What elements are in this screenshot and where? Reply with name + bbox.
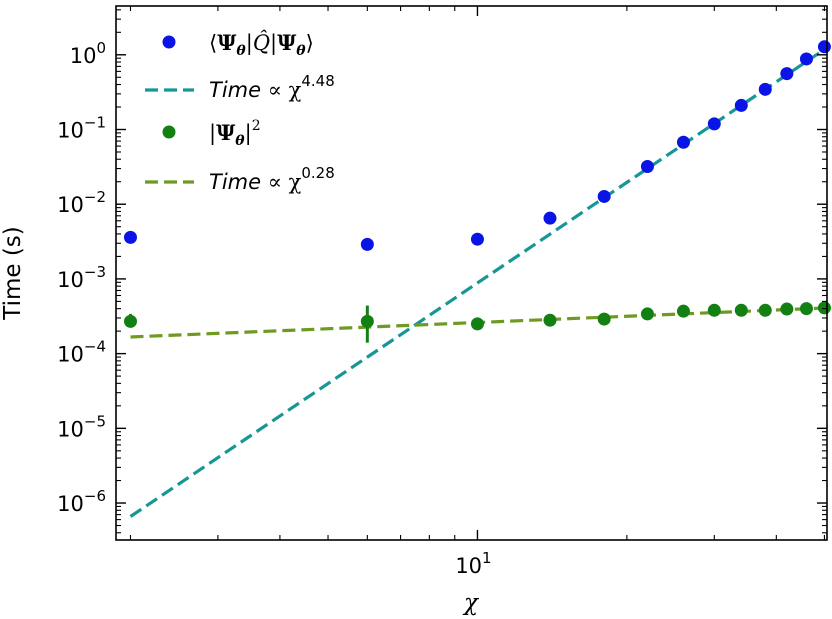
y-tick-exp: −3	[84, 263, 106, 281]
legend-math: 2	[252, 118, 261, 134]
data-point-series-2	[799, 302, 813, 316]
data-point-series-0	[676, 135, 690, 149]
legend-math: Ψ	[277, 30, 297, 55]
data-point-series-0	[123, 230, 137, 244]
plot-frame	[115, 5, 828, 541]
data-point-series-2	[780, 302, 794, 316]
legend-math: ⟨	[209, 31, 217, 55]
legend-math: |	[209, 121, 216, 146]
data-point-series-0	[734, 98, 748, 112]
data-point-series-2	[597, 312, 611, 326]
legend-prefix: Time	[209, 170, 261, 194]
legend-label: Time ∝ χ4.48	[209, 72, 335, 102]
y-tick-base: 10	[57, 119, 84, 143]
legend-math: θ	[236, 43, 246, 59]
data-point-series-0	[360, 237, 374, 251]
y-tick-label: 10−3	[57, 263, 106, 292]
legend-math: Q̂	[253, 31, 270, 55]
y-tick-base: 10	[70, 44, 97, 68]
data-point-series-0	[780, 67, 794, 81]
data-point-series-2	[123, 314, 137, 328]
legend-math: Ψ	[217, 30, 237, 55]
x-tick-exp: 1	[482, 549, 492, 567]
x-tick-base: 10	[455, 554, 482, 578]
data-point-series-2	[707, 303, 721, 317]
y-tick-label: 10−2	[57, 188, 106, 217]
legend-marker-dot	[162, 35, 176, 49]
y-tick-label: 10−1	[57, 114, 106, 143]
y-tick-base: 10	[57, 268, 84, 292]
legend-prefix: Time	[209, 78, 261, 102]
data-point-series-2	[734, 303, 748, 317]
y-tick-base: 10	[57, 343, 84, 367]
legend-label: Time ∝ χ0.28	[209, 164, 335, 194]
legend-marker-dot	[162, 125, 176, 139]
data-point-series-0	[640, 159, 654, 173]
legend-exponent: 0.28	[301, 164, 334, 182]
legend-math: θ	[235, 133, 245, 149]
data-point-series-0	[758, 82, 772, 96]
data-point-series-0	[597, 189, 611, 203]
y-tick-exp: −2	[84, 188, 106, 206]
data-point-series-2	[758, 303, 772, 317]
data-point-series-0	[707, 117, 721, 131]
plot-marks	[123, 40, 831, 518]
y-tick-exp: −1	[84, 114, 106, 132]
legend-math: |	[245, 121, 252, 146]
y-tick-label: 10−6	[57, 487, 106, 516]
data-point-series-2	[640, 307, 654, 321]
y-tick-exp: −6	[84, 487, 106, 505]
y-tick-label: 10−5	[57, 412, 106, 441]
x-axis-label: χ	[462, 590, 480, 616]
y-tick-exp: −5	[84, 412, 106, 430]
legend-label: ⟨Ψθ|Q̂|Ψθ⟩	[209, 30, 314, 59]
fit-line-1	[129, 48, 826, 518]
data-point-series-2	[676, 304, 690, 318]
x-tick-label: 101	[455, 549, 491, 578]
legend-math: |	[246, 31, 253, 56]
legend-math: θ	[296, 43, 306, 59]
data-point-series-0	[817, 40, 831, 54]
legend-math: ⟩	[306, 31, 314, 55]
data-point-series-0	[543, 211, 557, 225]
y-tick-label: 100	[70, 39, 106, 68]
data-point-series-2	[817, 301, 831, 315]
y-tick-base: 10	[57, 193, 84, 217]
y-tick-label: 10−4	[57, 338, 106, 367]
data-point-series-2	[360, 314, 374, 328]
y-tick-exp: 0	[96, 39, 106, 57]
y-tick-base: 10	[57, 417, 84, 441]
legend-exponent: 4.48	[301, 72, 334, 90]
legend-label: |Ψθ|2	[209, 118, 261, 149]
data-point-series-2	[543, 313, 557, 327]
y-tick-exp: −4	[84, 338, 106, 356]
legend-math: Ψ	[216, 120, 236, 145]
legend-symbol: ∝ χ	[261, 78, 302, 102]
legend-math: |	[270, 31, 277, 56]
legend-symbol: ∝ χ	[261, 170, 302, 194]
y-tick-base: 10	[57, 492, 84, 516]
data-point-series-0	[470, 232, 484, 246]
data-point-series-2	[470, 317, 484, 331]
y-axis-label: Time (s)	[0, 226, 26, 321]
data-point-series-0	[799, 52, 813, 66]
